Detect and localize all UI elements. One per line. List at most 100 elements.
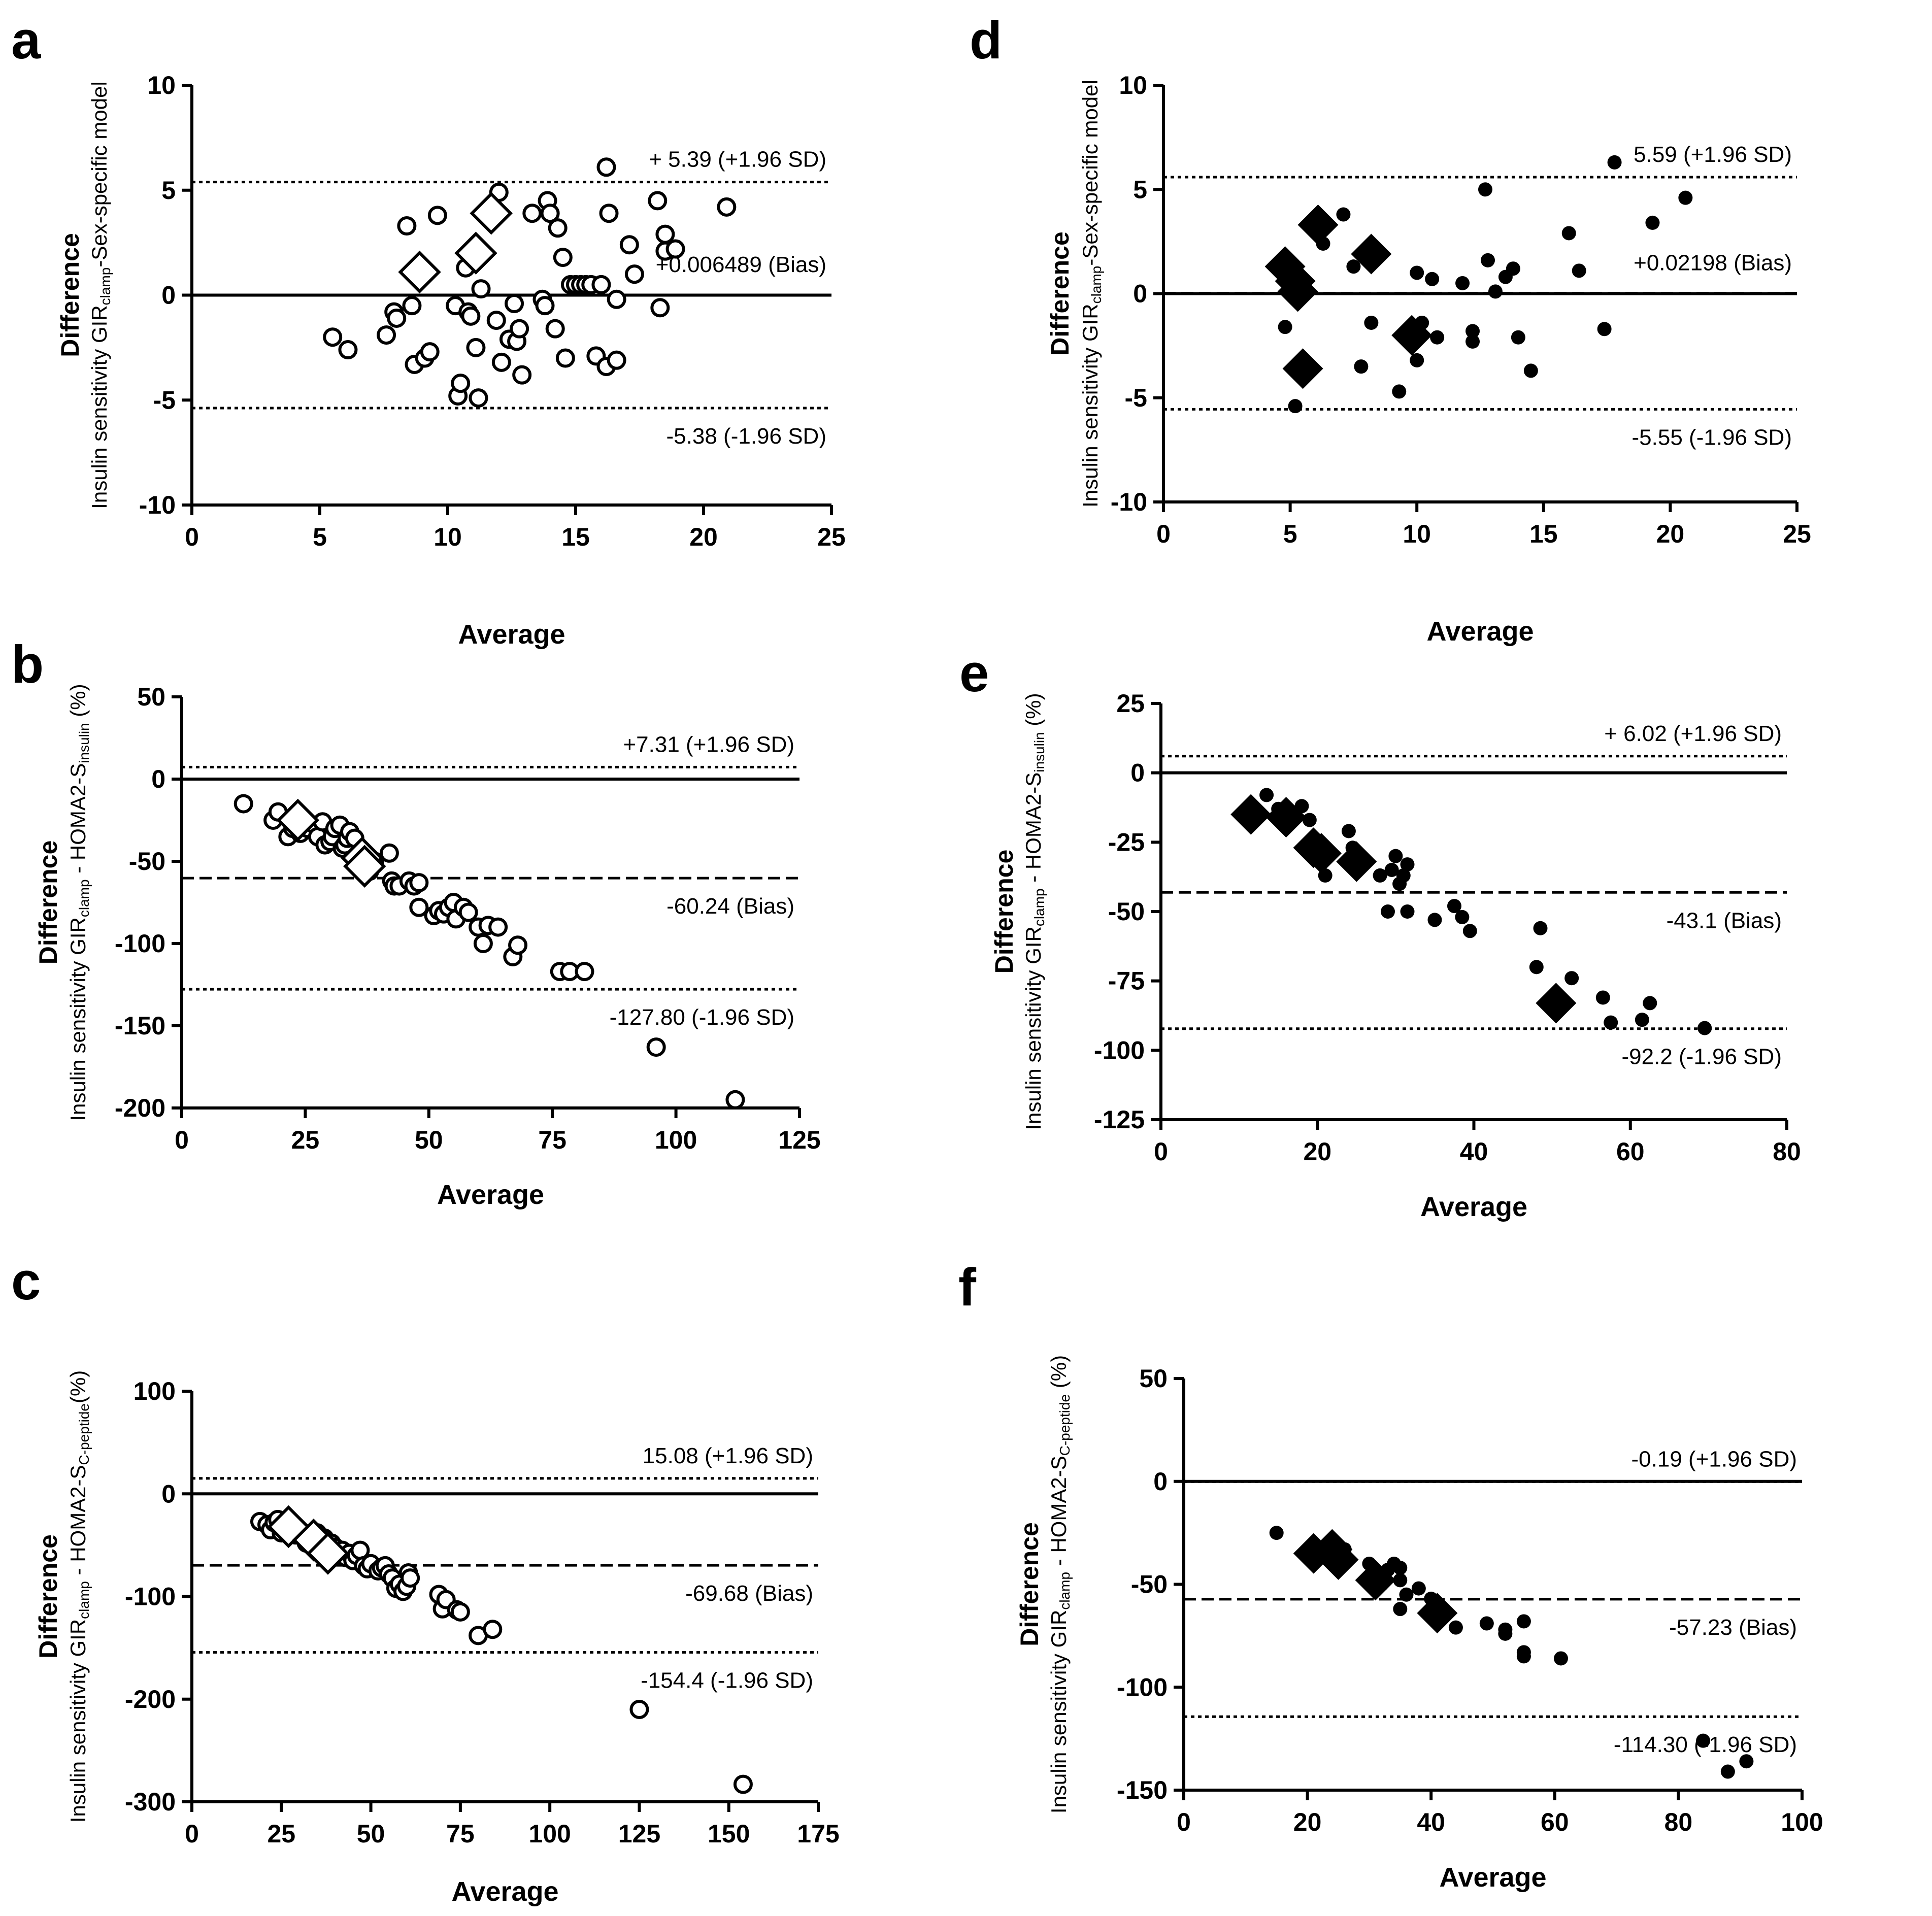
- x-tick-label: 100: [1781, 1808, 1823, 1836]
- x-tick-label: 5: [1283, 520, 1297, 548]
- line-label: +0.006489 (Bias): [656, 252, 826, 277]
- data-point-circle: [1720, 1764, 1735, 1779]
- y-tick-label: 25: [1116, 689, 1145, 718]
- data-point-circle: [1604, 1015, 1618, 1030]
- x-tick-label: 0: [1156, 520, 1171, 548]
- x-tick-label: 175: [797, 1820, 839, 1848]
- line-label: -5.55 (-1.96 SD): [1632, 425, 1792, 450]
- x-tick-label: 25: [1783, 520, 1811, 548]
- x-tick-label: 150: [708, 1820, 750, 1848]
- data-point-diamond: [1297, 205, 1339, 246]
- line-label: -57.23 (Bias): [1669, 1615, 1797, 1640]
- y-tick-label: -25: [1108, 828, 1145, 856]
- data-point-circle: [1455, 910, 1470, 924]
- line-label: -60.24 (Bias): [667, 894, 794, 919]
- y-tick-label: 0: [161, 1480, 176, 1508]
- y-axis-label-subscript: insulin: [1031, 732, 1047, 772]
- y-axis-label-part: (%): [66, 684, 90, 723]
- data-point-diamond: [1417, 1593, 1458, 1634]
- x-tick-label: 60: [1616, 1137, 1645, 1166]
- x-tick-label: 125: [778, 1126, 820, 1154]
- x-tick-label: 75: [538, 1126, 567, 1154]
- data-point-circle: [1278, 320, 1292, 334]
- y-axis-label: Insulin sensitivity GIRclamp - HOMA2-Sin…: [66, 684, 92, 1121]
- data-point-circle: [1553, 1651, 1568, 1666]
- y-axis-label-subscript: C-peptide: [1057, 1394, 1073, 1456]
- data-point-circle: [1645, 215, 1660, 230]
- data-point-circle: [717, 197, 737, 217]
- y-tick-label: -100: [125, 1583, 176, 1611]
- data-point-circle: [1643, 996, 1657, 1011]
- y-tick-label: -125: [1094, 1105, 1145, 1134]
- panel-letter: e: [959, 644, 989, 703]
- line-label: + 6.02 (+1.96 SD): [1604, 721, 1782, 746]
- data-point-circle: [234, 794, 253, 814]
- x-tick-label: 15: [1529, 520, 1558, 548]
- x-axis-label: Average: [1420, 1192, 1527, 1222]
- line-label: -127.80 (-1.96 SD): [610, 1005, 794, 1030]
- data-point-diamond: [1536, 983, 1577, 1024]
- y-axis-label-part: (%): [66, 1370, 90, 1403]
- y-axis-label: Insulin sensitivity GIRclamp-Sex-specifi…: [87, 81, 113, 509]
- x-tick-label: 50: [415, 1126, 443, 1154]
- y-tick-label: 50: [137, 683, 165, 711]
- data-point-circle: [387, 308, 407, 328]
- data-point-circle: [1288, 399, 1303, 414]
- y-axis-label-part: (%): [1047, 1355, 1071, 1394]
- x-tick-label: 100: [655, 1126, 697, 1154]
- data-point-circle: [450, 1602, 470, 1622]
- y-axis-label-part: (%): [1021, 693, 1045, 732]
- y-axis-label: Insulin sensitivity GIRclamp - HOMA2-SC-…: [66, 1370, 92, 1823]
- data-point-circle: [483, 1620, 503, 1639]
- data-point-circle: [1511, 330, 1525, 345]
- y-tick-label: -50: [1108, 897, 1145, 926]
- y-tick-label: 0: [151, 765, 165, 793]
- x-tick-label: 40: [1460, 1137, 1488, 1166]
- data-point-diamond: [1391, 315, 1433, 356]
- data-point-circle: [1373, 868, 1387, 883]
- x-tick-label: 100: [528, 1820, 571, 1848]
- data-point-circle: [1635, 1013, 1649, 1027]
- data-point-circle: [1354, 359, 1369, 374]
- line-label: + 5.39 (+1.96 SD): [649, 147, 826, 172]
- y-axis-label-part: - HOMA2-S: [1047, 1456, 1071, 1572]
- y-tick-label: 50: [1139, 1364, 1168, 1393]
- x-tick-label: 20: [689, 523, 718, 551]
- x-tick-label: 15: [561, 523, 590, 551]
- data-point-circle: [458, 902, 478, 922]
- data-point-circle: [401, 1568, 420, 1588]
- data-point-circle: [1388, 849, 1403, 863]
- x-tick-label: 50: [357, 1820, 385, 1848]
- data-point-circle: [1498, 1626, 1513, 1641]
- y-tick-label: -5: [153, 386, 176, 414]
- data-point-circle: [1393, 1561, 1408, 1575]
- x-tick-label: 20: [1656, 520, 1685, 548]
- y-tick-label: 0: [161, 281, 176, 310]
- data-point-diamond: [1336, 841, 1377, 882]
- data-point-diamond: [1265, 797, 1307, 838]
- line-label: -43.1 (Bias): [1667, 908, 1782, 933]
- y-axis-label-subscript: clamp: [76, 1581, 92, 1619]
- y-axis-label-subscript: clamp: [97, 267, 113, 306]
- y-axis-label-subscript: C-peptide: [76, 1403, 92, 1465]
- panel-e: e -125 -100 -75 -50 -25 0 25 0 20 40 60 80 + 6.02 (+1…: [959, 644, 1801, 1222]
- data-point-circle: [1465, 334, 1480, 349]
- panel-letter: c: [11, 1252, 41, 1311]
- x-axis-label: Average: [458, 619, 565, 650]
- x-tick-label: 25: [291, 1126, 320, 1154]
- data-point-circle: [1564, 971, 1579, 986]
- data-point-circle: [379, 843, 399, 863]
- data-point-circle: [488, 917, 508, 937]
- data-point-circle: [599, 204, 619, 223]
- y-tick-label: -300: [125, 1788, 176, 1816]
- data-point-circle: [1411, 1581, 1426, 1596]
- data-point-circle: [323, 327, 343, 347]
- data-point-diamond: [398, 250, 441, 294]
- data-point-circle: [1478, 182, 1492, 197]
- y-axis-label-part: - HOMA2-S: [66, 1465, 90, 1581]
- data-point-circle: [508, 935, 528, 955]
- data-point-circle: [486, 311, 506, 330]
- y-tick-label: -150: [115, 1012, 165, 1040]
- panel-f: f -150 -100 -50 0 50 0 20 40 60 80 100 -0.19 (+1.96 …: [958, 1258, 1823, 1893]
